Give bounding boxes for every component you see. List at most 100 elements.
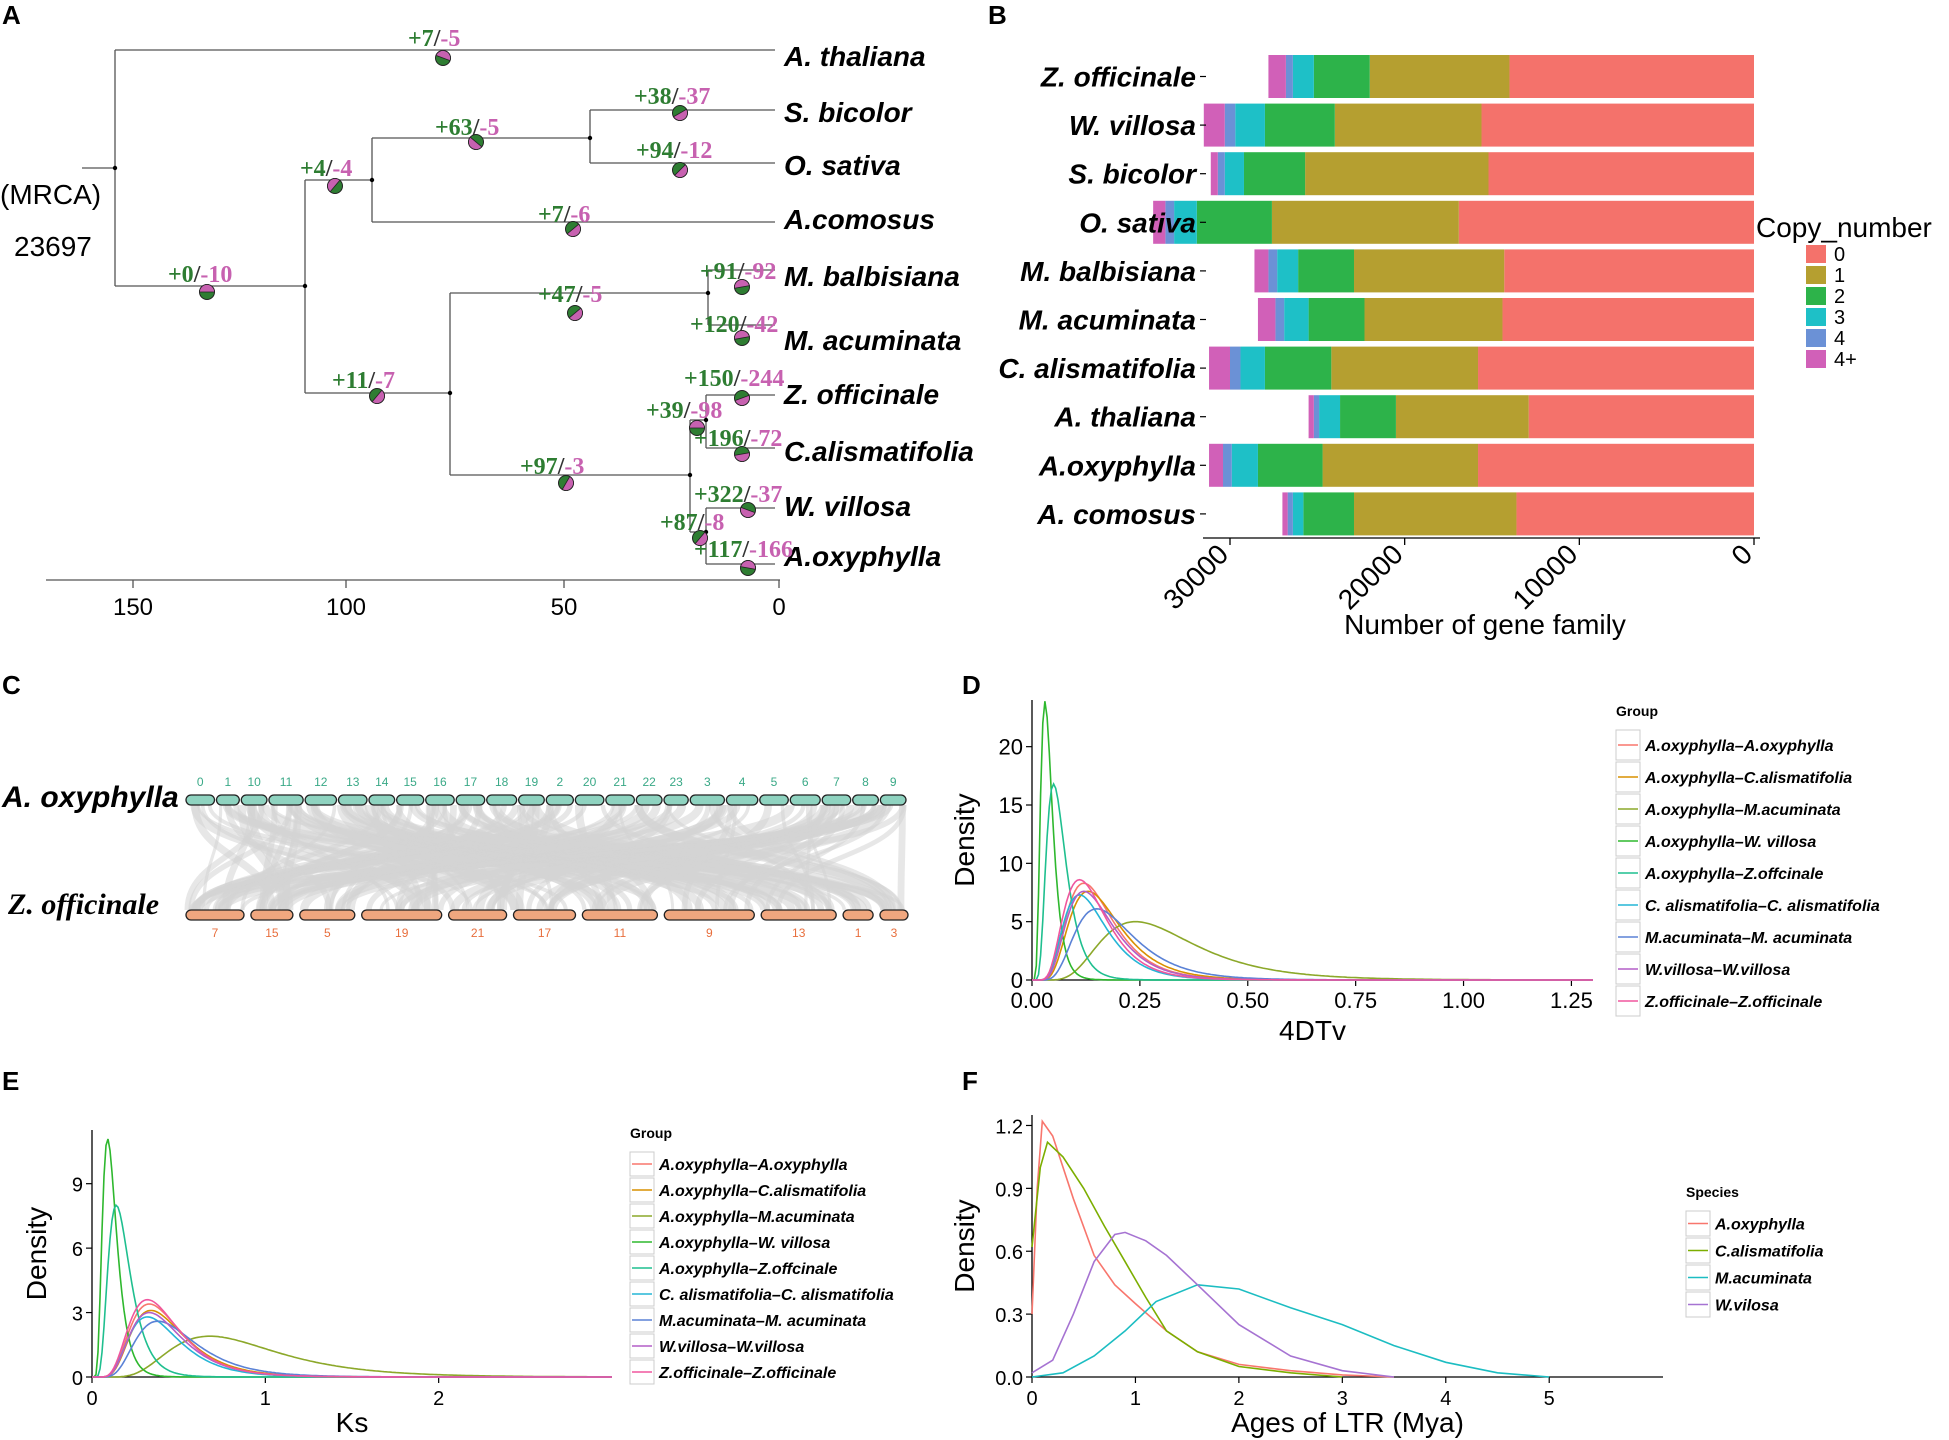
- density-curve: [1031, 1231, 1395, 1378]
- bar-segment-2: [1340, 395, 1396, 439]
- density-curve: [1031, 701, 1593, 981]
- copy-number-bar-chart: Z. officinale W. villosa S. bicolor O. sati…: [998, 55, 1932, 640]
- y-tick-label: 0.3: [995, 1305, 1023, 1327]
- panel-label-a: A: [2, 0, 21, 30]
- bar-segment-4: [1217, 152, 1225, 196]
- bottom-chromosome-label: 15: [265, 926, 279, 940]
- bar-segment-4+: [1203, 103, 1225, 147]
- bar-segment-1: [1354, 249, 1505, 293]
- bar-segment-3: [1284, 298, 1309, 341]
- bottom-chromosome-label: 17: [538, 926, 552, 940]
- legend-label: C.alismatifolia: [1715, 1244, 1824, 1261]
- gain-loss-pie: [567, 305, 583, 321]
- y-tick-label: 0.6: [995, 1242, 1023, 1264]
- bar-segment-2: [1264, 103, 1335, 147]
- tree-node: [369, 177, 375, 183]
- b-x-tick-label: 20000: [1332, 538, 1409, 615]
- bar-segment-3: [1174, 200, 1197, 244]
- bar-segment-1: [1354, 492, 1517, 536]
- top-chromosome: [268, 794, 304, 806]
- x-tick-label: 1: [260, 1388, 271, 1410]
- gain-loss-label: +0/-10: [168, 262, 232, 288]
- top-chromosome: [455, 794, 486, 806]
- b-category-label: M. acuminata: [1019, 305, 1196, 336]
- top-chromosome: [545, 794, 575, 806]
- bar-segment-1: [1322, 443, 1479, 487]
- x-tick-label: 1.25: [1550, 988, 1593, 1013]
- legend-label: Z.officinale–Z.officinale: [1644, 994, 1822, 1011]
- panel-label-b: B: [988, 0, 1007, 30]
- bar-segment-2: [1264, 346, 1332, 390]
- bar-segment-0: [1502, 298, 1754, 341]
- x-tick-label: 0.75: [1334, 988, 1377, 1013]
- legend-label: A.oxyphylla: [1714, 1217, 1805, 1234]
- bar-segment-1: [1271, 200, 1459, 244]
- b-x-tick-label: 30000: [1157, 538, 1234, 615]
- gain-loss-label: +91/-92: [700, 259, 776, 285]
- bar-segment-0: [1478, 443, 1754, 487]
- bar-segment-3: [1277, 249, 1299, 293]
- bar-segment-2: [1243, 152, 1306, 196]
- y-axis-label: Density: [21, 1207, 52, 1300]
- taxon-label: M. balbisiana: [784, 261, 960, 292]
- b-category-label: W. villosa: [1069, 110, 1196, 141]
- phylogenetic-tree: [46, 49, 780, 588]
- b-legend-label: 4+: [1834, 349, 1857, 371]
- b-legend-label: 3: [1834, 307, 1845, 329]
- time-axis-tick-label: 100: [326, 594, 366, 621]
- bar-segment-4+: [1153, 200, 1166, 244]
- density-curve: [92, 1203, 612, 1378]
- top-chromosome: [304, 794, 338, 806]
- gain-loss-pie: [672, 105, 688, 121]
- panel-label-e: E: [2, 1066, 19, 1096]
- bar-segment-0: [1504, 249, 1754, 293]
- bar-segment-4: [1165, 200, 1175, 244]
- time-axis-tick-label: 0: [772, 594, 785, 621]
- top-chromosome: [517, 794, 545, 806]
- bottom-chromosome: [842, 909, 874, 921]
- bottom-chromosome: [185, 909, 245, 921]
- bottom-chromosome: [447, 909, 508, 921]
- top-chromosome-label: 8: [862, 775, 869, 789]
- taxon-label: C.alismatifolia: [784, 436, 974, 467]
- bottom-chromosome: [250, 909, 294, 921]
- gain-loss-pie: [734, 390, 750, 406]
- top-chromosome-label: 11: [280, 775, 293, 789]
- top-chromosome: [215, 794, 240, 806]
- y-tick-label: 10: [999, 851, 1023, 876]
- y-tick-label: 0: [1011, 968, 1023, 993]
- synteny-ribbons: [184, 803, 907, 912]
- bar-segment-0: [1478, 346, 1754, 390]
- density-curve: [1032, 782, 1593, 981]
- legend-label: A.oxyphylla–C.alismatifolia: [1644, 770, 1852, 787]
- taxon-label: S. bicolor: [784, 97, 914, 128]
- bar-segment-1: [1331, 346, 1479, 390]
- top-chromosome: [395, 794, 425, 806]
- y-tick-label: 0.9: [995, 1179, 1023, 1201]
- ks-density-plot: 0 1 2 0 3 6 9 Ks Density Group A.oxyphylla–A.oxyph…: [21, 1125, 894, 1438]
- top-chromosome-label: 18: [495, 775, 509, 789]
- legend-label: W.villosa–W.villosa: [1645, 962, 1790, 979]
- legend-label: M.acuminata: [1715, 1271, 1812, 1288]
- bar-segment-4+: [1209, 346, 1230, 390]
- legend-label: A.oxyphylla–M.acuminata: [658, 1209, 855, 1226]
- legend-label: A.oxyphylla–Z.offcinale: [1644, 866, 1824, 883]
- b-legend-swatch: [1806, 308, 1826, 326]
- bottom-chromosome-label: 21: [471, 926, 485, 940]
- bar-segment-4+: [1282, 492, 1288, 536]
- synteny-ribbon: [311, 803, 868, 912]
- taxon-label: Z. officinale: [783, 379, 939, 410]
- legend-label: M.acuminata–M. acuminata: [1645, 930, 1852, 947]
- bar-segment-3: [1240, 346, 1265, 390]
- legend-label: C. alismatifolia–C. alismatifolia: [659, 1287, 894, 1304]
- x-axis-label: 4DTv: [1279, 1015, 1346, 1046]
- b-legend-label: 1: [1834, 265, 1845, 287]
- pie-loss-part: [734, 279, 750, 289]
- bottom-chromosome-label: 3: [891, 926, 898, 940]
- pie-loss-part: [435, 50, 451, 62]
- top-chromosome: [574, 794, 605, 806]
- y-tick-label: 20: [999, 735, 1023, 760]
- top-chromosome-label: 20: [583, 775, 597, 789]
- pie-loss-part: [672, 108, 688, 121]
- synteny-bottom-species: Z. officinale: [7, 888, 159, 921]
